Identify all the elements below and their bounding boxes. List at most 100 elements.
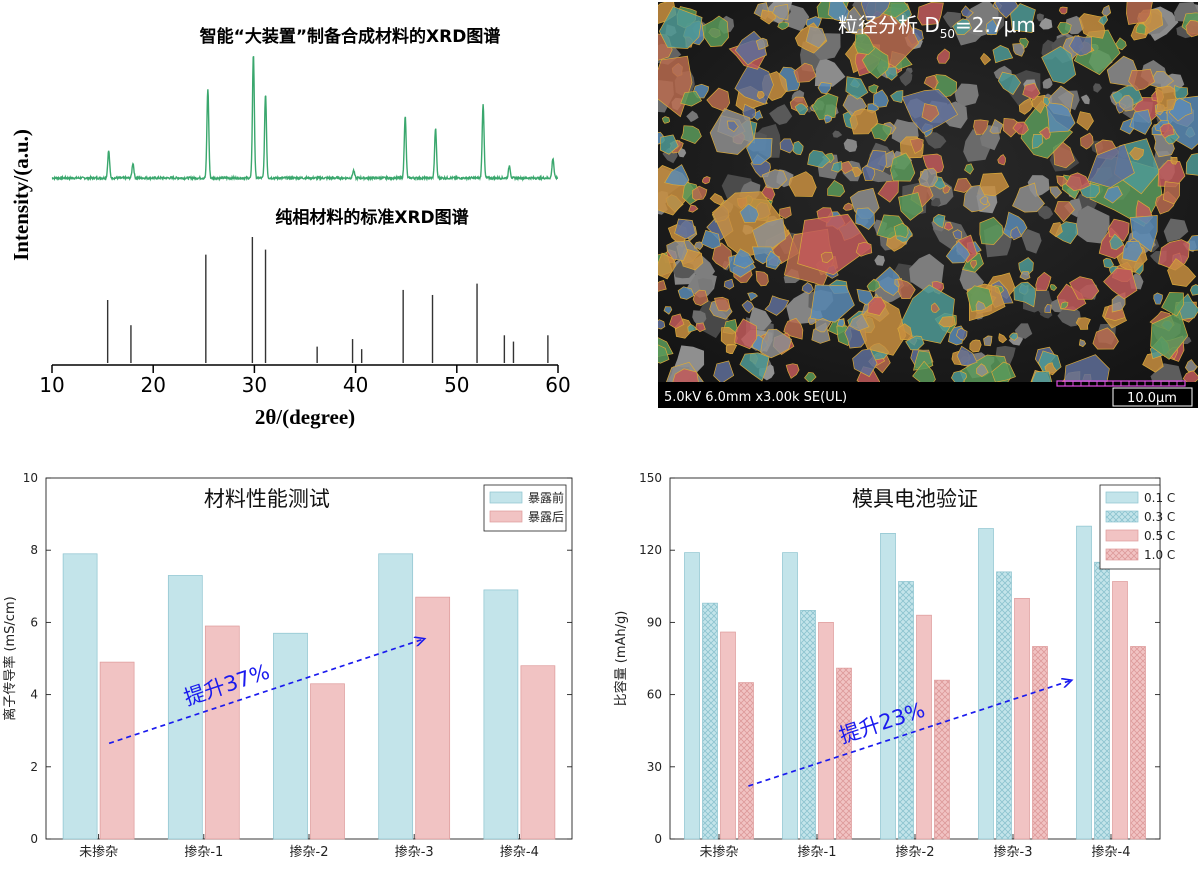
sem-particle <box>668 313 685 330</box>
sem-particle <box>964 163 974 175</box>
sem-particle <box>661 116 671 124</box>
sem-background-grain <box>1036 13 1044 22</box>
sem-particle <box>861 164 876 181</box>
sem-particle <box>1044 304 1052 314</box>
bar <box>99 661 135 840</box>
sem-background-grain <box>749 306 772 331</box>
bar <box>378 553 414 840</box>
bar <box>483 589 519 840</box>
legend-label: 暴露后 <box>528 510 564 524</box>
sem-background-grain <box>1014 323 1033 339</box>
bar <box>62 553 98 840</box>
y-tick-label: 4 <box>30 688 38 702</box>
sem-particle <box>1049 186 1063 200</box>
sem-particle <box>1069 276 1100 300</box>
y-axis-label: 比容量 (mAh/g) <box>613 611 629 707</box>
y-tick-label: 30 <box>647 760 662 774</box>
y-tick-label: 120 <box>639 543 662 557</box>
sem-particle <box>1045 102 1076 133</box>
sem-background-grain <box>924 131 947 149</box>
y-tick-label: 0 <box>30 832 38 846</box>
sem-particle <box>1092 327 1119 350</box>
xrd-x-label: 2θ/(degree) <box>255 405 355 429</box>
sem-particle <box>955 327 968 341</box>
bar <box>720 631 736 840</box>
sem-particle <box>852 348 878 378</box>
xrd-x-tick-label: 50 <box>444 373 469 397</box>
sem-particle <box>890 90 904 104</box>
xrd-measured-line <box>51 56 559 182</box>
sem-particle <box>827 2 850 23</box>
sem-particle <box>687 323 698 333</box>
sem-particle <box>923 74 939 90</box>
bar <box>415 596 451 840</box>
sem-particle <box>936 48 950 64</box>
sem-background-grain <box>931 197 941 207</box>
sem-particle <box>1058 6 1068 15</box>
sem-particle <box>739 352 770 382</box>
legend-label: 0.3 C <box>1144 510 1175 524</box>
sem-particle <box>942 185 951 194</box>
sem-particle <box>741 299 755 314</box>
x-tick-label: 掺杂-3 <box>395 844 434 860</box>
sem-particle <box>985 18 999 35</box>
sem-particle <box>1043 96 1050 107</box>
sem-background-grain <box>954 83 979 107</box>
sem-particle <box>1035 271 1052 292</box>
sem-particle <box>658 6 703 49</box>
sem-particle <box>1030 94 1047 114</box>
sem-particle <box>760 328 793 359</box>
sem-particle <box>969 339 982 353</box>
sem-particle <box>1076 111 1094 131</box>
sem-particle <box>1109 233 1125 251</box>
sem-particle <box>898 284 955 344</box>
sem-particle <box>997 154 1006 166</box>
sem-particle <box>755 37 769 51</box>
sem-particle <box>827 179 846 197</box>
sem-particle <box>842 202 853 211</box>
sem-particle <box>1129 109 1153 135</box>
sem-particle <box>1153 292 1163 305</box>
sem-particle <box>659 134 679 155</box>
sem-particle <box>761 169 788 190</box>
sem-particle <box>877 180 899 203</box>
y-axis-label: 离子传导率 (mS/cm) <box>2 596 18 720</box>
bar <box>800 610 816 840</box>
sem-particle <box>725 343 738 354</box>
sem-particle <box>1078 339 1087 348</box>
conductivity-panel: 0 2 4 6 8 10 未掺杂 掺杂-1 掺杂-2 掺杂-3 掺杂-4 材料性能测试 离子传导率 (m… <box>0 460 600 868</box>
trend-arrow <box>748 680 1071 787</box>
sem-background-grain <box>814 56 846 87</box>
sem-particle <box>1129 215 1158 253</box>
sem-background-grain <box>692 310 707 326</box>
sem-particle <box>1012 121 1029 135</box>
sem-particle <box>1122 240 1144 263</box>
sem-particle <box>956 345 978 367</box>
bar <box>898 581 914 840</box>
sem-particle <box>1098 14 1109 26</box>
sem-image-panel: 5.0kV 6.0mm x3.00k SE(UL) 10.0μm 粒径分析 D5… <box>658 2 1198 408</box>
sem-particle <box>797 213 872 276</box>
sem-background-grain <box>1037 205 1054 220</box>
sem-particle <box>1161 291 1185 317</box>
bar <box>934 679 950 840</box>
sem-background-grain <box>1021 229 1042 254</box>
xrd-x-tick-label: 10 <box>39 373 64 397</box>
sem-particle <box>998 333 1008 344</box>
bar <box>818 622 834 840</box>
sem-particle <box>756 91 765 100</box>
sem-particle <box>872 89 889 108</box>
bar <box>520 665 556 840</box>
cell-panel: 0 30 60 90 120 150 未掺杂 掺杂-1 掺杂-2 掺杂-3 掺杂-4 模具电池验证 比容… <box>600 460 1200 868</box>
sem-particle <box>918 167 938 188</box>
sem-particle <box>733 248 755 269</box>
sem-particle <box>788 171 817 197</box>
x-tick-label: 未掺杂 <box>79 844 118 860</box>
sem-particle <box>983 335 993 347</box>
sem-particle <box>855 207 875 230</box>
sem-background-grain <box>1042 77 1053 89</box>
bar <box>310 683 345 840</box>
sem-particle <box>953 178 973 193</box>
sem-particle <box>977 172 1010 197</box>
x-tick-label: 未掺杂 <box>699 844 738 860</box>
